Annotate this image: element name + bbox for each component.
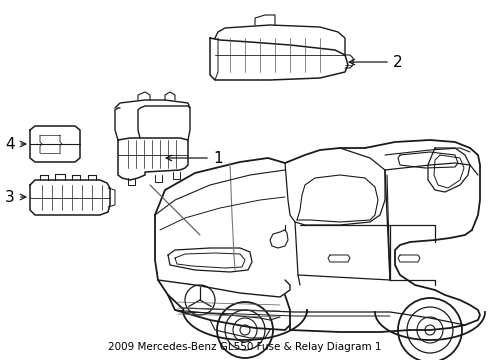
Text: 3: 3 (5, 189, 15, 204)
Text: 2009 Mercedes-Benz GL550 Fuse & Relay Diagram 1: 2009 Mercedes-Benz GL550 Fuse & Relay Di… (107, 342, 381, 352)
Text: 2: 2 (392, 54, 402, 69)
Text: 1: 1 (213, 150, 222, 166)
Text: 4: 4 (5, 136, 15, 152)
